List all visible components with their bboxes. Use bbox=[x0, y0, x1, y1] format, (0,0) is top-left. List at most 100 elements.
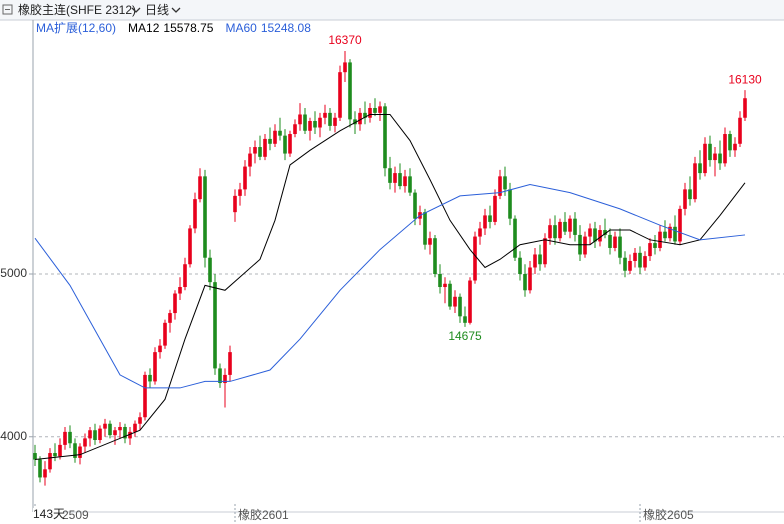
candle-body bbox=[203, 176, 207, 258]
roll-label: 橡胶2601 bbox=[238, 507, 289, 522]
candle-body bbox=[263, 138, 267, 157]
legend-name: MA60 bbox=[225, 21, 257, 35]
symbol-icon[interactable] bbox=[2, 4, 13, 15]
candle-body bbox=[268, 138, 272, 144]
candle-body bbox=[93, 430, 97, 441]
candle-body bbox=[323, 112, 327, 118]
candle-body bbox=[368, 107, 372, 118]
candle-body bbox=[173, 293, 177, 314]
candle-body bbox=[678, 208, 682, 242]
candle-body bbox=[503, 176, 507, 190]
ma-line bbox=[34, 113, 746, 461]
bar-count-bg bbox=[33, 508, 63, 522]
candle-body bbox=[698, 163, 702, 174]
candle-body bbox=[208, 257, 212, 283]
candle-body bbox=[388, 168, 392, 183]
candle-body bbox=[183, 264, 187, 288]
candle-body bbox=[138, 417, 142, 424]
candle-body bbox=[408, 176, 412, 193]
candle-body bbox=[443, 283, 447, 288]
candle-body bbox=[703, 143, 707, 174]
candle-body bbox=[88, 430, 92, 439]
candle-body bbox=[593, 228, 597, 242]
candle-body bbox=[348, 62, 352, 120]
candle-body bbox=[163, 322, 167, 346]
candle-body bbox=[288, 134, 292, 154]
y-tick-label: 15000 bbox=[0, 266, 27, 280]
candle-body bbox=[598, 230, 602, 242]
candle-body bbox=[473, 236, 477, 281]
candle-body bbox=[688, 189, 692, 200]
indicator-label[interactable]: MA扩展(12,60) bbox=[36, 21, 116, 35]
candle-body bbox=[233, 195, 237, 213]
candle-body bbox=[58, 444, 62, 457]
candle-body bbox=[458, 296, 462, 317]
candle-body bbox=[228, 352, 232, 375]
candle-body bbox=[258, 147, 262, 157]
roll-label: 橡胶2605 bbox=[643, 507, 694, 522]
candle-body bbox=[293, 124, 297, 135]
candle-body bbox=[628, 260, 632, 271]
candle-body bbox=[118, 426, 122, 431]
candle-body bbox=[463, 316, 467, 323]
candle-body bbox=[193, 199, 197, 229]
candle-body bbox=[648, 243, 652, 257]
candle-body bbox=[133, 423, 137, 432]
candle-body bbox=[373, 107, 377, 113]
candle-body bbox=[253, 147, 257, 154]
candle-body bbox=[438, 274, 442, 288]
candle-body bbox=[103, 423, 107, 429]
candle-body bbox=[188, 228, 192, 265]
candle-body bbox=[343, 62, 347, 73]
candle-body bbox=[498, 176, 502, 196]
dropdown-icon[interactable] bbox=[171, 7, 181, 13]
candle-body bbox=[153, 352, 157, 382]
candle-body bbox=[403, 176, 407, 187]
candle-body bbox=[668, 226, 672, 239]
candle-body bbox=[488, 215, 492, 222]
candle-body bbox=[48, 453, 52, 470]
candle-body bbox=[483, 215, 487, 229]
candle-body bbox=[728, 134, 732, 151]
candle-body bbox=[673, 226, 677, 242]
high-label: 16370 bbox=[328, 33, 362, 47]
dropdown-icon[interactable] bbox=[131, 7, 141, 13]
candle-body bbox=[508, 189, 512, 219]
candle-body bbox=[633, 252, 637, 261]
candle-body bbox=[238, 189, 242, 196]
candle-body bbox=[43, 469, 47, 478]
high-label: 16130 bbox=[728, 72, 762, 86]
candle-body bbox=[493, 195, 497, 222]
candle-body bbox=[548, 225, 552, 239]
legend-value: 15578.75 bbox=[163, 21, 213, 35]
candle-body bbox=[358, 112, 362, 125]
candle-body bbox=[328, 112, 332, 126]
candle-body bbox=[38, 459, 42, 478]
candle-body bbox=[73, 443, 77, 458]
y-tick-label: 14000 bbox=[0, 429, 27, 443]
candle-body bbox=[213, 282, 217, 369]
candle-body bbox=[158, 345, 162, 353]
candle-body bbox=[653, 243, 657, 248]
candle-body bbox=[393, 173, 397, 183]
candle-body bbox=[743, 98, 747, 118]
candle-body bbox=[398, 173, 402, 187]
candle-body bbox=[273, 130, 277, 144]
candle-body bbox=[433, 238, 437, 274]
candle-body bbox=[353, 119, 357, 125]
candle-body bbox=[303, 114, 307, 131]
candle-body bbox=[693, 163, 697, 200]
candle-body bbox=[243, 166, 247, 190]
candle-body bbox=[148, 374, 152, 382]
candle-body bbox=[198, 176, 202, 200]
period-label[interactable]: 日线 bbox=[145, 3, 169, 17]
candle-body bbox=[733, 143, 737, 151]
candle-body bbox=[453, 296, 457, 307]
candle-body bbox=[338, 72, 342, 118]
candle-body bbox=[563, 221, 567, 232]
candle-body bbox=[683, 189, 687, 209]
candle-body bbox=[528, 267, 532, 291]
candle-body bbox=[553, 225, 557, 239]
symbol-title[interactable]: 橡胶主连(SHFE 2312) bbox=[18, 2, 136, 17]
